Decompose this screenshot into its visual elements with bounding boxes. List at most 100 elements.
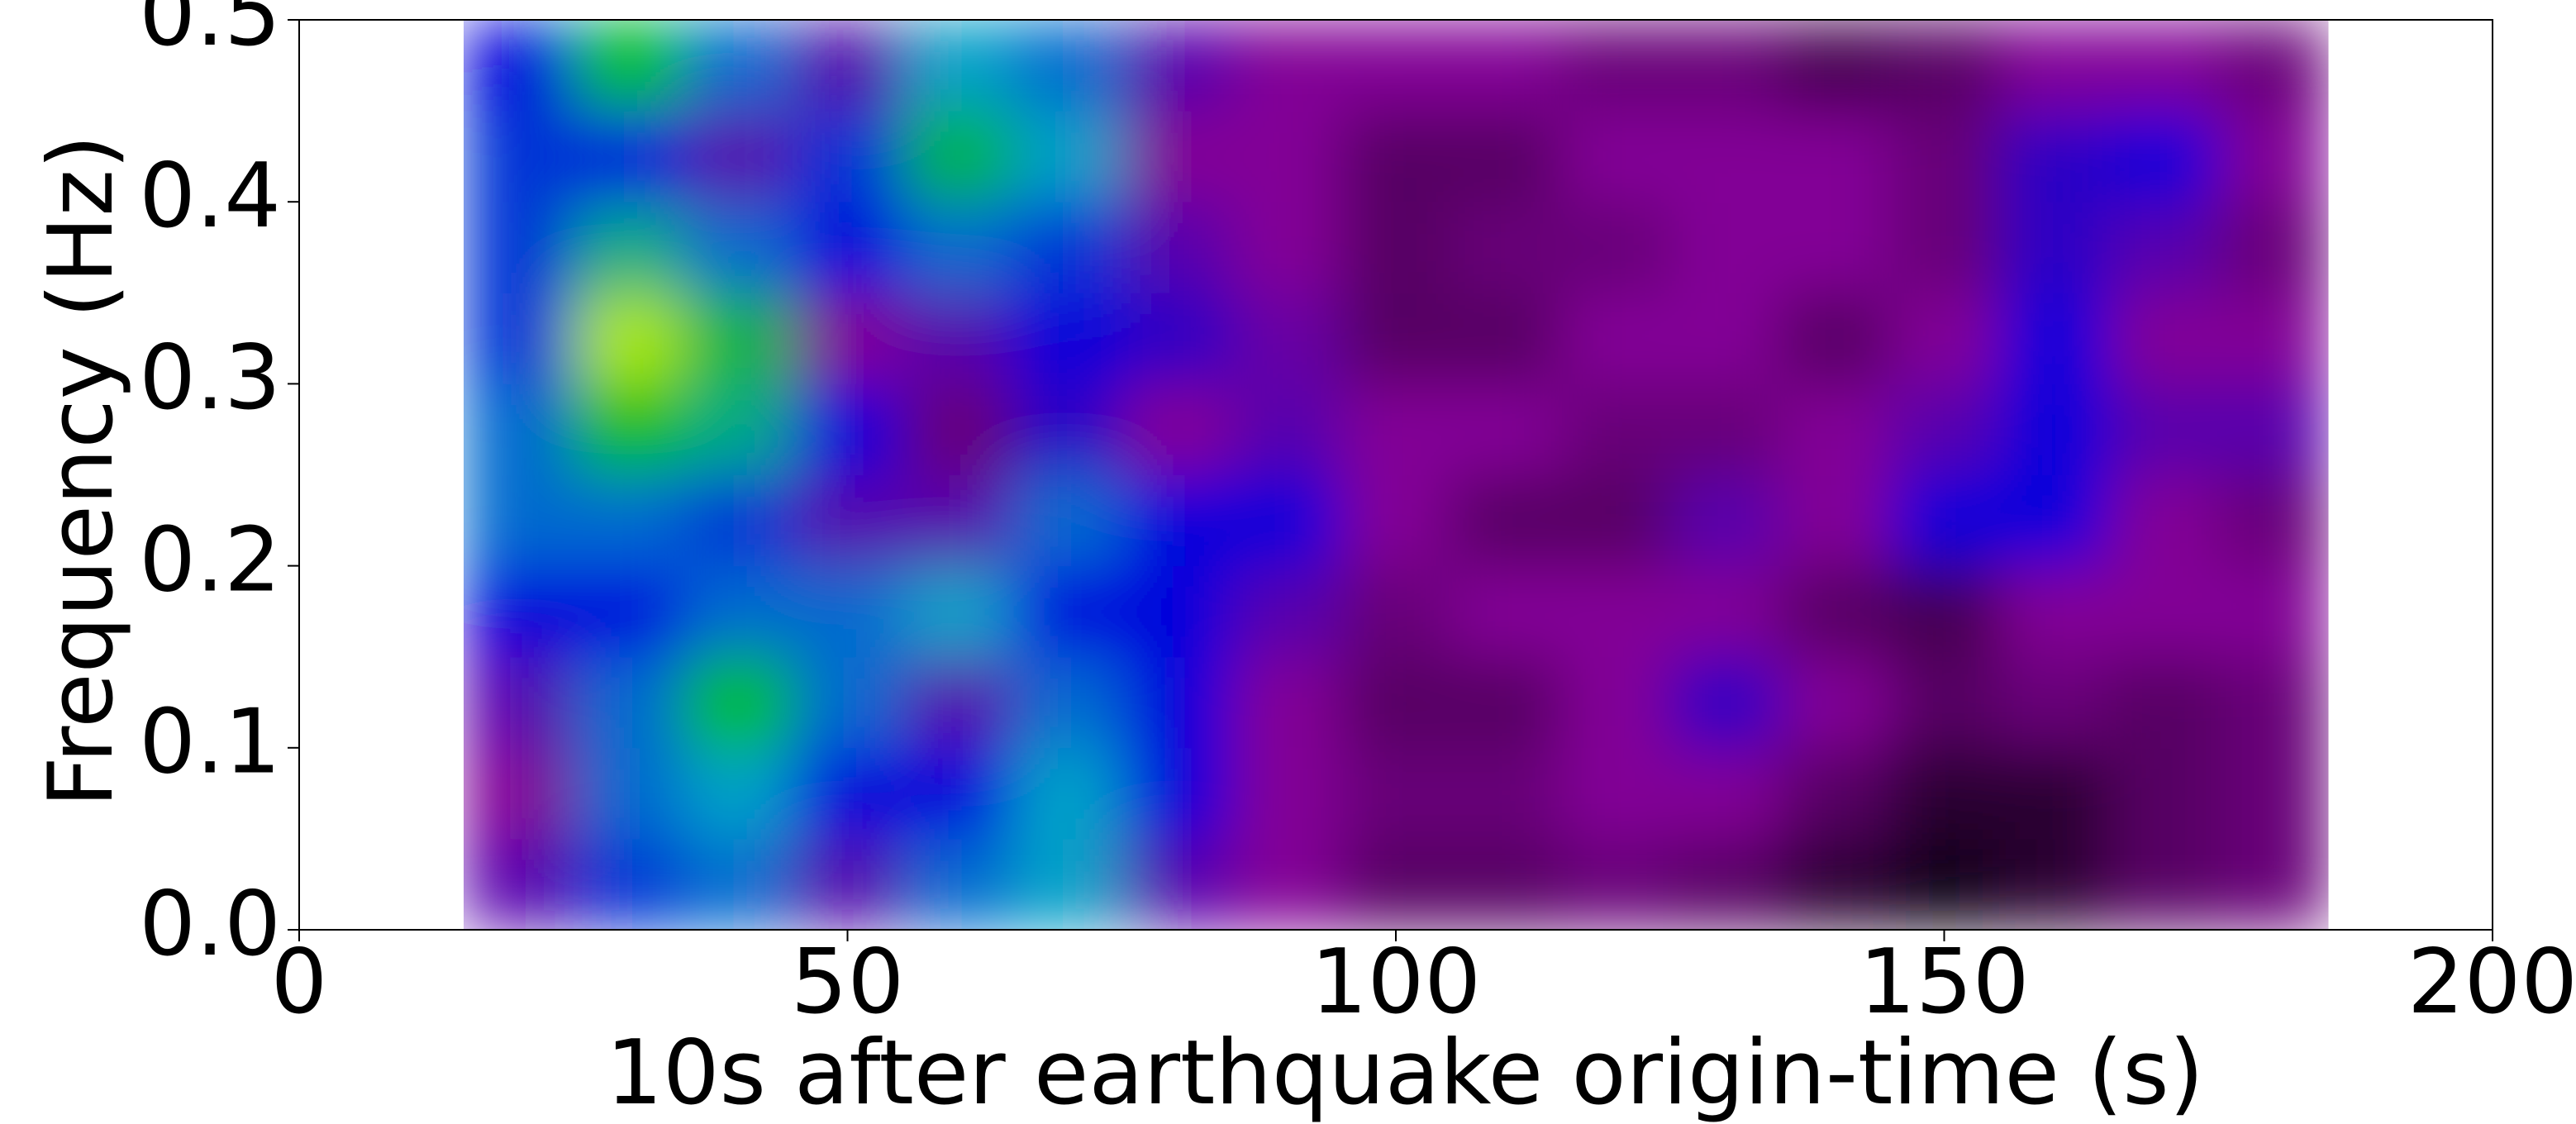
heat-cell	[1121, 202, 1232, 293]
heat-cell	[1231, 383, 1342, 475]
heat-cell	[1889, 565, 2000, 658]
heat-cell	[902, 111, 1013, 202]
heat-cell	[1669, 656, 1780, 749]
heat-cell	[1889, 202, 2000, 293]
heat-cell	[1121, 656, 1232, 749]
heat-cell	[1889, 383, 2000, 475]
heat-cell	[2108, 202, 2219, 293]
heat-cell	[1779, 565, 1890, 658]
heat-cell	[1889, 656, 2000, 749]
heat-cell	[1450, 202, 1561, 293]
heat-cell	[464, 293, 574, 384]
heat-cell	[1012, 202, 1122, 293]
heat-cell	[683, 202, 793, 293]
heat-cell	[1779, 293, 1890, 384]
heat-cell	[683, 838, 793, 931]
heat-cell	[793, 474, 903, 567]
heat-cell	[1121, 565, 1232, 658]
heat-cell	[1231, 20, 1342, 112]
heat-cell	[1012, 474, 1122, 567]
heat-cell	[2218, 747, 2329, 840]
heat-cell	[573, 111, 683, 202]
heat-cell	[683, 474, 793, 567]
heat-cell	[902, 838, 1013, 931]
heat-cell	[902, 293, 1013, 384]
heat-cell	[1998, 565, 2110, 658]
heat-cell	[464, 565, 574, 658]
y-tick-label: 0.5	[139, 0, 281, 66]
heat-cell	[1450, 838, 1561, 931]
heat-cell	[1998, 656, 2110, 749]
heat-cell	[1450, 474, 1561, 567]
heat-cell	[464, 747, 574, 840]
heat-cell	[793, 20, 903, 112]
heat-cell	[1779, 111, 1890, 202]
heat-cell	[2218, 838, 2329, 931]
y-tick-label: 0.1	[139, 691, 281, 794]
heat-cell	[1231, 202, 1342, 293]
heat-cell	[464, 838, 574, 931]
y-tick-label: 0.3	[139, 326, 281, 430]
heat-cell	[573, 747, 683, 840]
heat-cell	[2108, 474, 2219, 567]
heat-cell	[1121, 111, 1232, 202]
heat-cell	[1669, 202, 1780, 293]
y-axis-label: Frequency (Hz)	[30, 135, 133, 807]
heat-cell	[1231, 474, 1342, 567]
heat-cell	[683, 20, 793, 112]
heat-cell	[1340, 20, 1451, 112]
heat-cell	[793, 293, 903, 384]
heat-cell	[902, 383, 1013, 475]
heat-cell	[1560, 383, 1671, 475]
heat-cell	[2218, 383, 2329, 475]
heat-cell	[2108, 565, 2219, 658]
heat-cell	[1669, 474, 1780, 567]
heat-cell	[2218, 293, 2329, 384]
heat-cell	[793, 656, 903, 749]
heat-cell	[1669, 565, 1780, 658]
heat-cell	[1998, 202, 2110, 293]
heat-cell	[1779, 20, 1890, 112]
heat-cell	[1012, 565, 1122, 658]
heat-cell	[683, 383, 793, 475]
heat-cell	[793, 565, 903, 658]
heat-cell	[1669, 838, 1780, 931]
heat-cell	[683, 111, 793, 202]
heat-cell	[1450, 20, 1561, 112]
heat-cell	[1779, 474, 1890, 567]
heat-cell	[1012, 383, 1122, 475]
heat-cell	[2218, 111, 2329, 202]
heat-cell	[1560, 202, 1671, 293]
heat-cell	[1121, 838, 1232, 931]
heat-cell	[2218, 202, 2329, 293]
heat-cell	[1889, 474, 2000, 567]
heat-cell	[1340, 202, 1451, 293]
heat-cell	[2108, 747, 2219, 840]
heat-cell	[1560, 838, 1671, 931]
heat-cell	[1998, 838, 2110, 931]
heat-cell	[464, 383, 574, 475]
heat-cell	[1560, 474, 1671, 567]
heat-cell	[1450, 293, 1561, 384]
heat-cell	[1669, 293, 1780, 384]
heat-cell	[1779, 747, 1890, 840]
heat-cell	[1340, 838, 1451, 931]
heat-cell	[1012, 656, 1122, 749]
heat-cell	[2218, 656, 2329, 749]
heat-cell	[1998, 293, 2110, 384]
heat-cell	[1231, 111, 1342, 202]
heat-cell	[2108, 293, 2219, 384]
heat-cell	[1779, 202, 1890, 293]
heat-cell	[2108, 838, 2219, 931]
heat-cell	[1340, 656, 1451, 749]
heat-cell	[1998, 747, 2110, 840]
heat-cell	[1998, 111, 2110, 202]
heat-cell	[1231, 565, 1342, 658]
heat-cell	[1450, 747, 1561, 840]
heat-cell	[1231, 747, 1342, 840]
heat-cell	[683, 656, 793, 749]
heat-cell	[1779, 656, 1890, 749]
heat-cell	[1669, 383, 1780, 475]
